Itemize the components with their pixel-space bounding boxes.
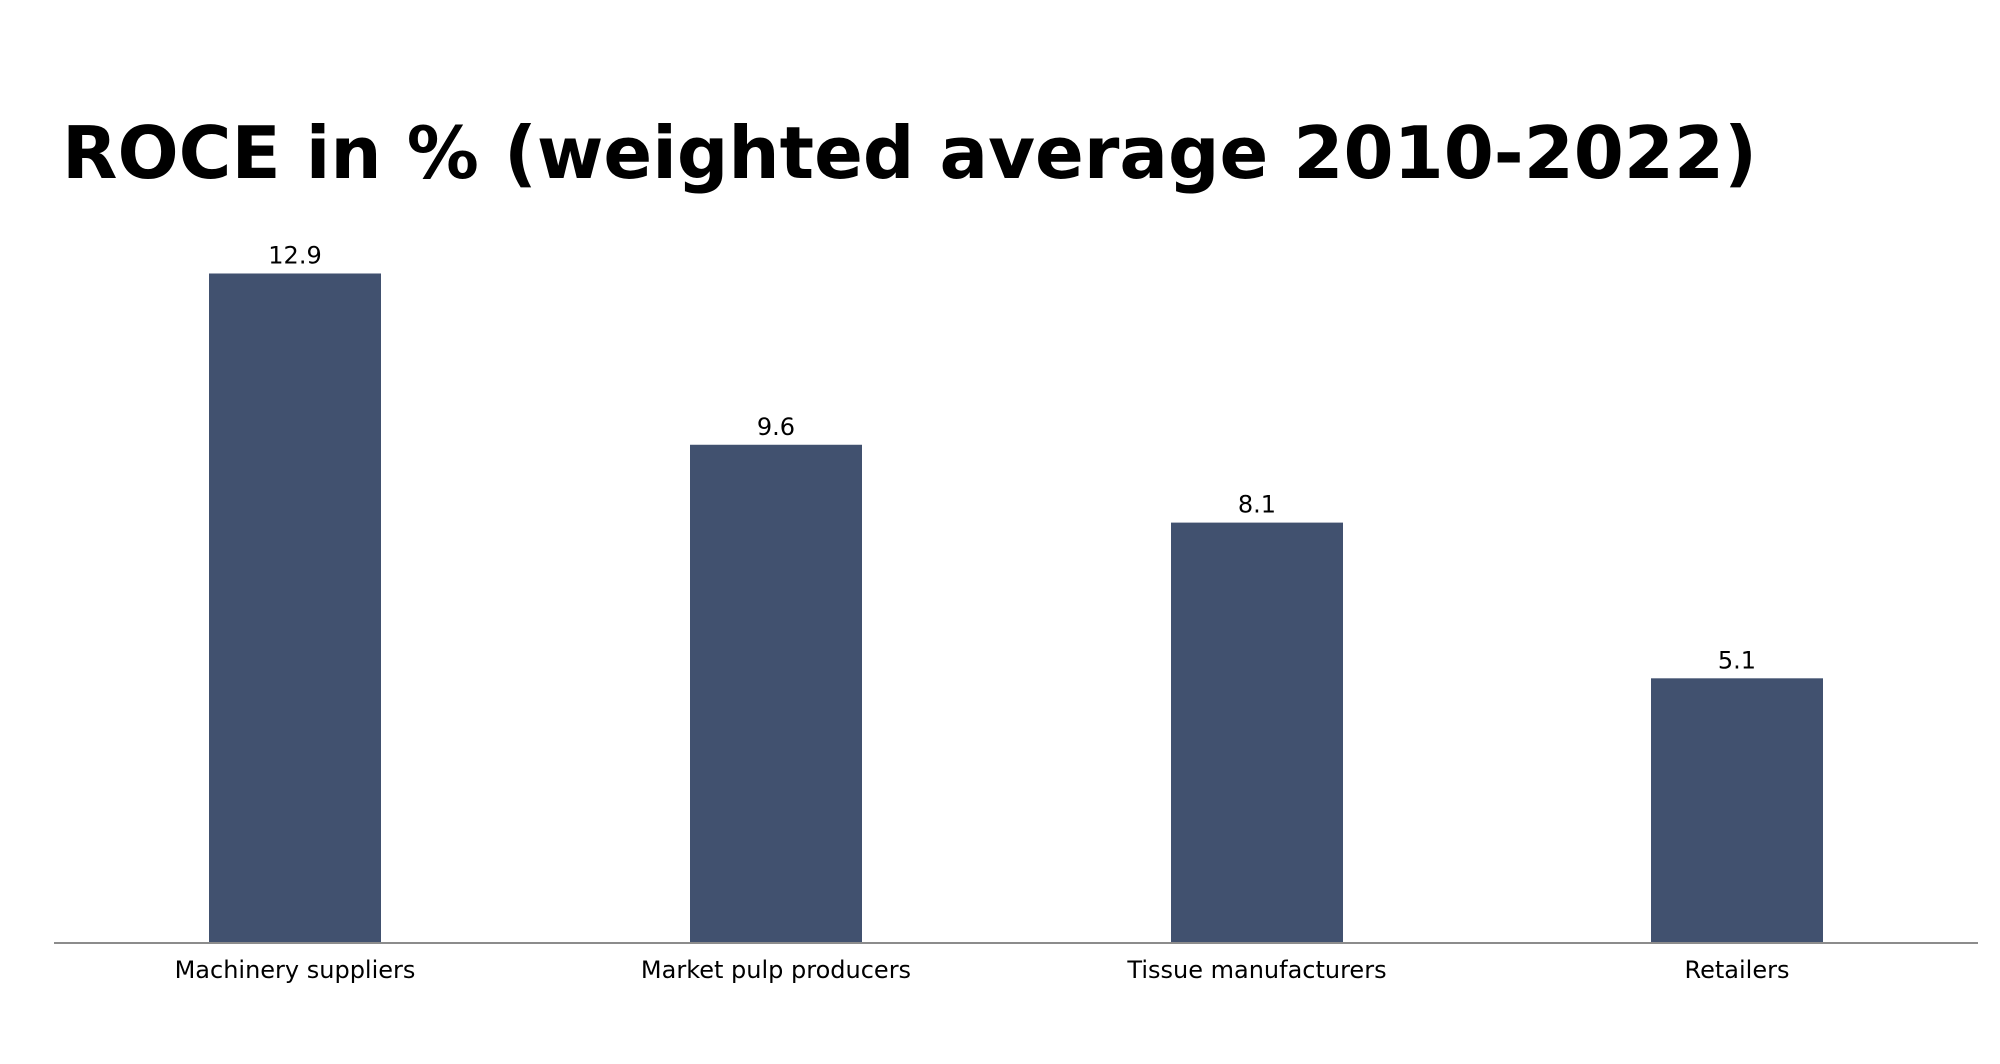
x-tick-label-3: Tissue manufacturers: [1126, 956, 1386, 984]
data-label-3: 8.1: [1238, 491, 1276, 519]
bar-3: [1171, 522, 1343, 943]
bars-group: [209, 273, 1823, 943]
data-labels-group: 12.9 9.6 8.1 5.1: [268, 241, 1756, 674]
x-tick-labels-group: Machinery suppliers Market pulp producers…: [175, 956, 1790, 984]
x-tick-label-1: Machinery suppliers: [175, 956, 416, 984]
x-tick-label-2: Market pulp producers: [641, 956, 911, 984]
bar-2: [690, 444, 862, 943]
x-tick-label-4: Retailers: [1685, 956, 1790, 984]
data-label-2: 9.6: [757, 413, 795, 441]
data-label-4: 5.1: [1718, 646, 1756, 674]
bar-4: [1651, 678, 1823, 943]
bar-1: [209, 273, 381, 943]
chart-title: ROCE in % (weighted average 2010-2022): [62, 111, 1757, 195]
data-label-1: 12.9: [268, 241, 321, 269]
